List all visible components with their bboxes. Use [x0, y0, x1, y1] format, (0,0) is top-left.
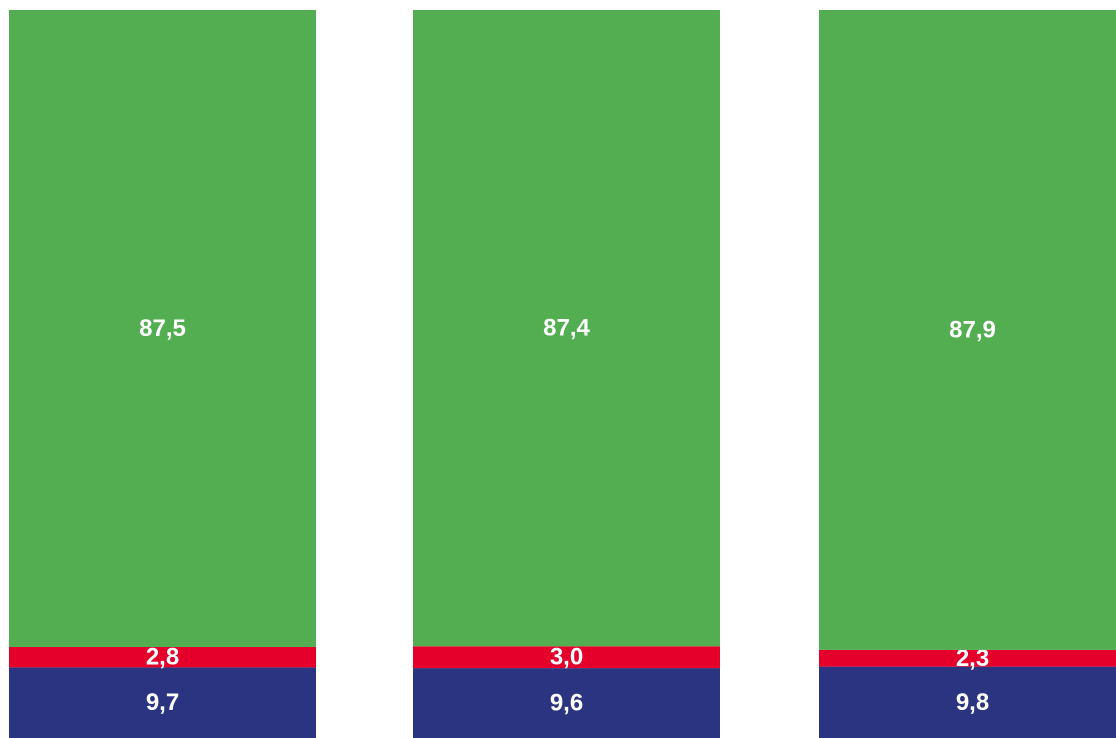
bar-segment-2-3	[413, 10, 720, 647]
bar-segment-1-1	[9, 667, 316, 738]
bar-stack-1: 9,7 2,8 87,5	[9, 10, 316, 738]
bar-segment-2-1	[413, 668, 720, 738]
bar-segment-2-2	[413, 646, 720, 669]
data-label-2-3: 87,4	[543, 315, 590, 342]
bar-segment-3-2	[819, 649, 1116, 667]
bar-stack-2: 9,6 3,0 87,4	[413, 10, 720, 738]
data-label-1-1: 9,7	[146, 689, 179, 716]
data-label-3-1: 9,8	[956, 689, 989, 716]
bar-segment-1-3	[9, 10, 316, 647]
bar-stack-3: 9,82,387,9	[819, 10, 1116, 738]
data-label-2-1: 9,6	[550, 690, 583, 717]
data-label-1-3: 87,5	[139, 315, 186, 342]
bar-segment-3-3	[819, 10, 1116, 650]
data-label-2-2: 3,0	[550, 644, 583, 671]
bar-segment-1-2	[9, 647, 316, 668]
data-label-1-2: 2,8	[146, 644, 179, 671]
bar-segment-3-1	[819, 666, 1116, 738]
data-label-3-3: 87,9	[949, 316, 996, 343]
